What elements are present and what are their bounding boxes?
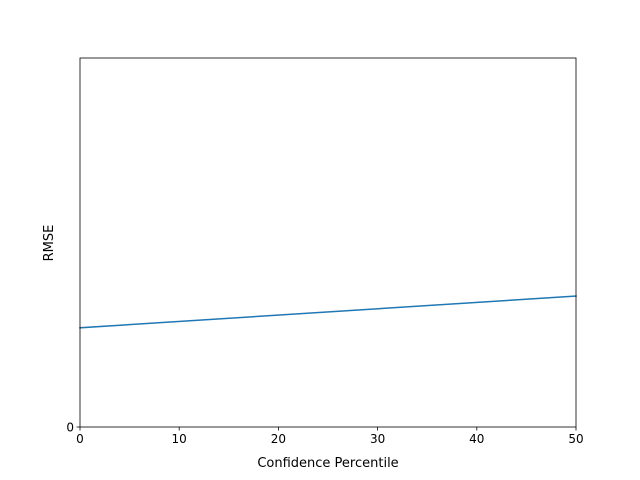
y-axis-label: RMSE — [42, 225, 57, 262]
y-tick-label: 0 — [66, 421, 74, 435]
series-layer — [79, 295, 577, 329]
x-tick-label: 50 — [568, 432, 583, 446]
x-tick-label: 20 — [271, 432, 286, 446]
x-tick-label: 30 — [370, 432, 385, 446]
x-axis-ticks: 0 10 20 30 40 50 — [76, 427, 584, 446]
x-tick-label: 10 — [172, 432, 187, 446]
plot-area — [80, 58, 576, 427]
x-axis-label: Confidence Percentile — [257, 456, 398, 471]
y-axis-ticks: 0 — [66, 421, 80, 435]
series-line-0 — [79, 295, 577, 329]
x-tick-label: 40 — [469, 432, 484, 446]
x-tick-label: 0 — [76, 432, 84, 446]
plot-frame — [79, 57, 577, 428]
